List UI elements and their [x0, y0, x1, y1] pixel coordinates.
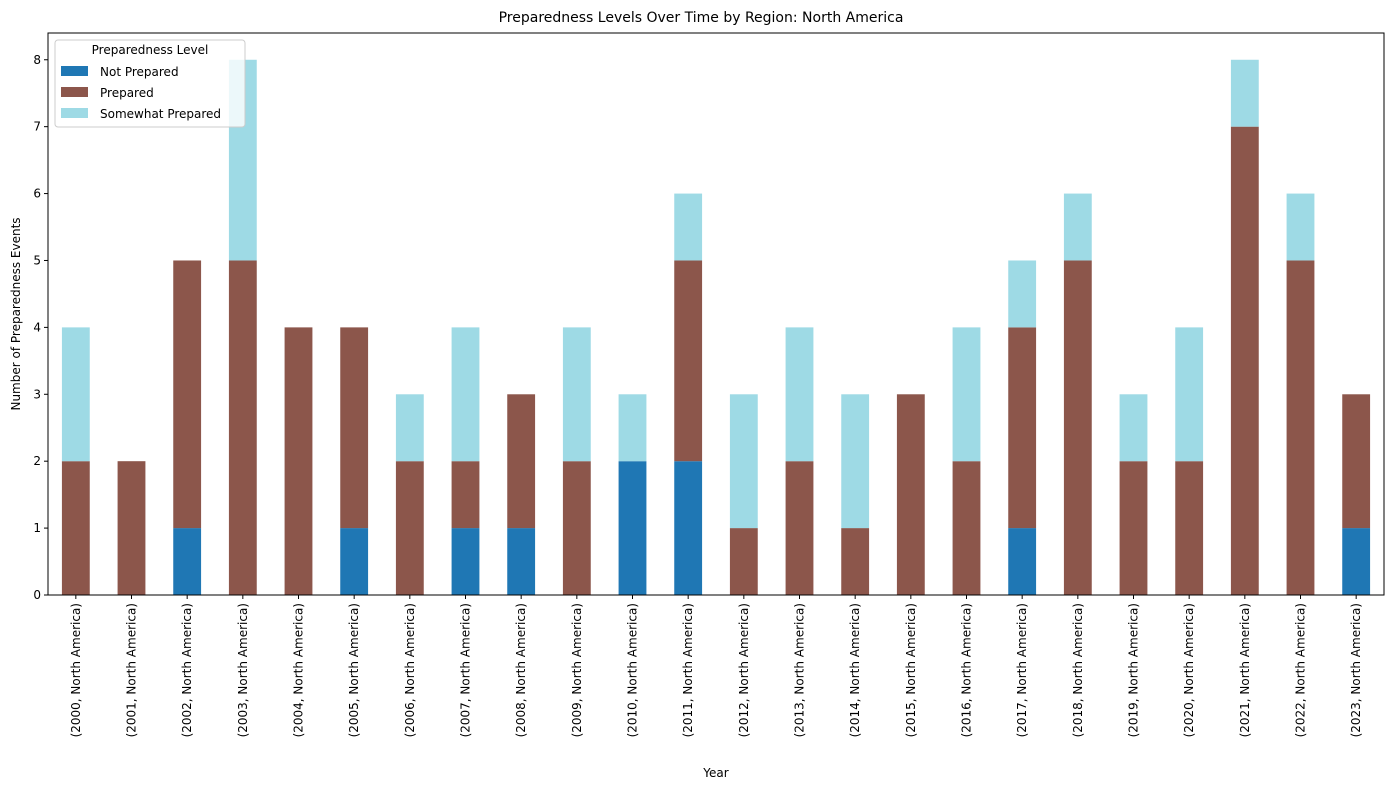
x-tick-label: (2006, North America) [403, 603, 417, 737]
x-tick-label: (2016, North America) [960, 603, 974, 737]
bar-prepared-1 [117, 461, 146, 595]
bars-layer [61, 59, 1371, 596]
y-axis-label: Number of Preparedness Events [9, 217, 23, 410]
bar-prepared-9 [562, 461, 591, 595]
bar-prepared-19 [1119, 461, 1148, 595]
legend-swatch [61, 87, 88, 97]
bar-not-prepared-17 [1008, 528, 1037, 595]
y-tick-label: 6 [33, 187, 41, 201]
x-tick-label: (2023, North America) [1349, 603, 1363, 737]
bar-somewhat-prepared-9 [562, 327, 591, 462]
x-tick-label: (2013, North America) [793, 603, 807, 737]
legend-entry: Not Prepared [100, 65, 179, 79]
bar-prepared-0 [61, 461, 90, 595]
y-axis: 0 1 2 3 4 5 6 7 8 [33, 53, 48, 602]
bar-prepared-6 [395, 461, 424, 595]
bar-somewhat-prepared-6 [395, 394, 424, 462]
bar-not-prepared-10 [618, 461, 647, 595]
bar-somewhat-prepared-7 [451, 327, 480, 462]
bar-somewhat-prepared-16 [952, 327, 981, 462]
chart-title: Preparedness Levels Over Time by Region:… [499, 10, 904, 26]
bar-somewhat-prepared-17 [1008, 260, 1037, 328]
x-tick-label: (2004, North America) [292, 603, 306, 737]
x-tick-label: (2017, North America) [1015, 603, 1029, 737]
bar-somewhat-prepared-11 [674, 193, 703, 261]
x-tick-label: (2014, North America) [848, 603, 862, 737]
x-tick-label: (2005, North America) [347, 603, 361, 737]
bar-somewhat-prepared-12 [729, 394, 758, 529]
bar-prepared-4 [284, 327, 313, 595]
bar-not-prepared-8 [507, 528, 536, 595]
x-tick-label: (2020, North America) [1182, 603, 1196, 737]
bar-prepared-12 [729, 528, 758, 595]
bar-prepared-5 [340, 327, 369, 529]
x-axis-label: Year [702, 766, 728, 780]
x-tick-label: (2000, North America) [69, 603, 83, 737]
y-tick-label: 8 [33, 53, 41, 67]
x-tick-label: (2001, North America) [125, 603, 139, 737]
bar-prepared-18 [1063, 260, 1092, 595]
bar-prepared-16 [952, 461, 981, 595]
bar-prepared-14 [841, 528, 870, 595]
y-tick-label: 0 [33, 588, 41, 602]
bar-prepared-2 [173, 260, 202, 529]
x-tick-label: (2003, North America) [236, 603, 250, 737]
bar-somewhat-prepared-22 [1286, 193, 1315, 261]
bar-somewhat-prepared-18 [1063, 193, 1092, 261]
bar-somewhat-prepared-14 [841, 394, 870, 529]
x-tick-label: (2021, North America) [1238, 603, 1252, 737]
bar-somewhat-prepared-20 [1175, 327, 1204, 462]
bar-prepared-22 [1286, 260, 1315, 595]
y-tick-label: 5 [33, 253, 41, 267]
bar-prepared-17 [1008, 327, 1037, 529]
legend-swatch [61, 66, 88, 76]
bar-prepared-8 [507, 394, 536, 529]
legend-box [54, 39, 246, 128]
y-tick-label: 2 [33, 454, 41, 468]
bar-prepared-3 [228, 260, 257, 595]
legend-swatch [61, 108, 88, 118]
x-tick-label: (2012, North America) [737, 603, 751, 737]
bar-not-prepared-5 [340, 528, 369, 595]
legend-entry: Prepared [100, 86, 154, 100]
bar-prepared-20 [1175, 461, 1204, 595]
x-axis: (2000, North America) (2001, North Americ… [69, 595, 1363, 737]
x-tick-label: (2007, North America) [459, 603, 473, 737]
bar-prepared-11 [674, 260, 703, 462]
y-tick-label: 4 [33, 320, 41, 334]
legend-title: Preparedness Level [92, 43, 209, 57]
x-tick-label: (2018, North America) [1071, 603, 1085, 737]
y-tick-label: 1 [33, 521, 41, 535]
bar-not-prepared-7 [451, 528, 480, 595]
bar-prepared-13 [785, 461, 814, 595]
bar-not-prepared-23 [1342, 528, 1371, 595]
x-tick-label: (2015, North America) [904, 603, 918, 737]
y-tick-label: 3 [33, 387, 41, 401]
y-tick-label: 7 [33, 120, 41, 134]
bar-somewhat-prepared-0 [61, 327, 90, 462]
bar-somewhat-prepared-21 [1230, 59, 1259, 127]
bar-prepared-23 [1342, 394, 1371, 529]
bar-somewhat-prepared-19 [1119, 394, 1148, 462]
x-tick-label: (2002, North America) [180, 603, 194, 737]
bar-not-prepared-2 [173, 528, 202, 595]
bar-somewhat-prepared-10 [618, 394, 647, 462]
bar-prepared-21 [1230, 126, 1259, 596]
bar-prepared-7 [451, 461, 480, 529]
legend: Preparedness Level Not Prepared Prepared S… [54, 39, 246, 128]
plot-frame [47, 32, 1385, 596]
bar-prepared-15 [896, 394, 925, 595]
legend-entry: Somewhat Prepared [100, 107, 221, 121]
bar-not-prepared-11 [674, 461, 703, 595]
x-tick-label: (2009, North America) [570, 603, 584, 737]
x-tick-label: (2022, North America) [1294, 603, 1308, 737]
x-tick-label: (2008, North America) [514, 603, 528, 737]
x-tick-label: (2010, North America) [626, 603, 640, 737]
x-tick-label: (2011, North America) [681, 603, 695, 737]
x-tick-label: (2019, North America) [1127, 603, 1141, 737]
bar-somewhat-prepared-13 [785, 327, 814, 462]
